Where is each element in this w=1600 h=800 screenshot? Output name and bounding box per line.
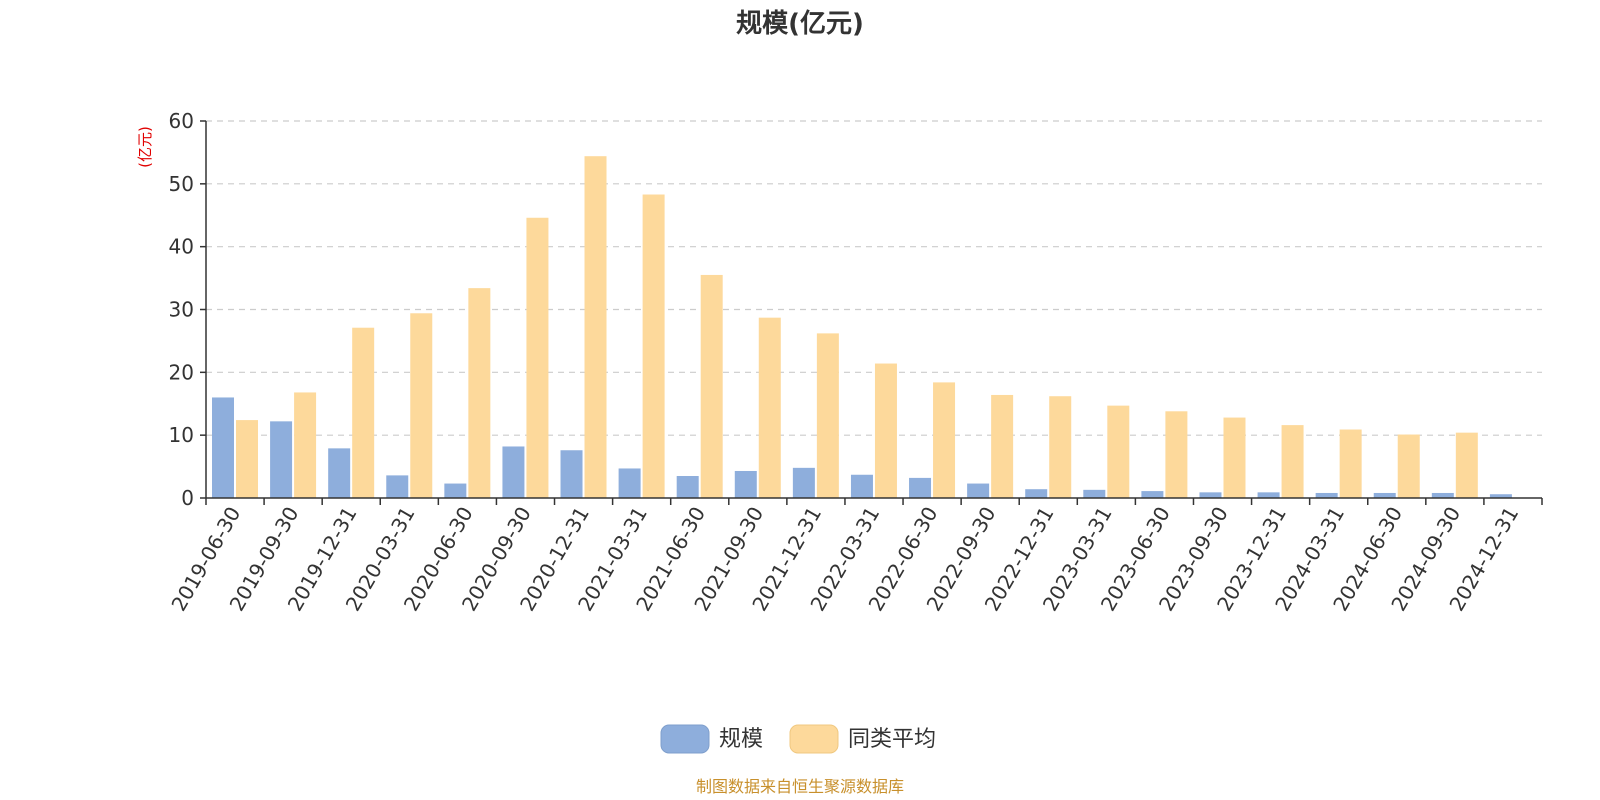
bar-scale xyxy=(909,477,932,498)
bar-scale xyxy=(1141,491,1164,498)
bar-scale xyxy=(1199,492,1222,498)
y-axis-ticks: 0 10 20 30 40 50 60 xyxy=(169,109,206,510)
bar-peer-average xyxy=(816,333,839,498)
bar-peer-average xyxy=(294,392,317,498)
source-note: 制图数据来自恒生聚源数据库 xyxy=(696,777,904,796)
bar-peer-average xyxy=(1397,434,1420,498)
bar-peer-average xyxy=(584,156,607,499)
bar-peer-average xyxy=(1223,417,1246,498)
legend-label: 同类平均 xyxy=(848,727,936,752)
bar-scale xyxy=(212,397,234,498)
bar-scale xyxy=(676,476,699,498)
bar-scale xyxy=(1489,494,1512,498)
y-tick-label: 60 xyxy=(169,109,194,133)
bar-peer-average xyxy=(468,288,491,498)
bar-peer-average xyxy=(700,274,723,498)
bar-peer-average xyxy=(1049,396,1072,498)
bar-peer-average xyxy=(1107,405,1130,498)
y-tick-label: 20 xyxy=(169,360,194,384)
bar-scale xyxy=(1431,492,1454,498)
x-axis-ticks: 2019-06-302019-09-302019-12-312020-03-31… xyxy=(166,498,1543,615)
bar-scale xyxy=(560,450,583,498)
y-tick-label: 0 xyxy=(181,486,194,510)
bar-peer-average xyxy=(1339,429,1362,498)
legend-label: 规模 xyxy=(719,727,763,752)
bar-scale xyxy=(850,474,873,498)
y-tick-label: 10 xyxy=(169,423,194,447)
chart-title: 规模(亿元) xyxy=(736,9,864,39)
bar-scale xyxy=(270,421,293,498)
bar-scale xyxy=(1257,492,1280,498)
y-tick-label: 40 xyxy=(169,235,194,259)
bar-peer-average xyxy=(352,327,375,498)
grid-lines xyxy=(206,120,1542,436)
bar-peer-average xyxy=(410,313,433,498)
bar-scale xyxy=(386,475,409,498)
bar-peer-average xyxy=(642,194,665,498)
bar-peer-average xyxy=(526,217,549,498)
y-tick-label: 30 xyxy=(169,298,194,322)
bar-peer-average xyxy=(991,394,1014,498)
bar-scale xyxy=(618,468,641,498)
bars xyxy=(212,156,1512,499)
bar-peer-average xyxy=(933,382,956,498)
bar-peer-average xyxy=(874,363,897,498)
legend: 规模 同类平均 xyxy=(660,724,936,754)
bar-scale xyxy=(444,483,467,498)
y-axis-unit-label: (亿元) xyxy=(136,126,154,168)
y-tick-label: 50 xyxy=(169,172,194,196)
bar-peer-average xyxy=(1281,425,1304,498)
bar-scale xyxy=(502,446,525,498)
bar-scale xyxy=(967,483,990,498)
bar-scale xyxy=(1025,489,1048,498)
legend-swatch xyxy=(660,724,710,754)
bar-peer-average xyxy=(1165,411,1188,498)
bar-scale xyxy=(734,470,757,498)
bar-scale xyxy=(1083,489,1106,498)
bar-scale xyxy=(1373,492,1396,498)
bar-scale xyxy=(792,467,815,498)
bar-peer-average xyxy=(236,420,258,498)
bar-peer-average xyxy=(1455,432,1478,498)
legend-swatch xyxy=(789,724,839,754)
bar-scale xyxy=(1315,492,1338,498)
bar-scale xyxy=(328,448,351,498)
bar-peer-average xyxy=(758,317,781,498)
